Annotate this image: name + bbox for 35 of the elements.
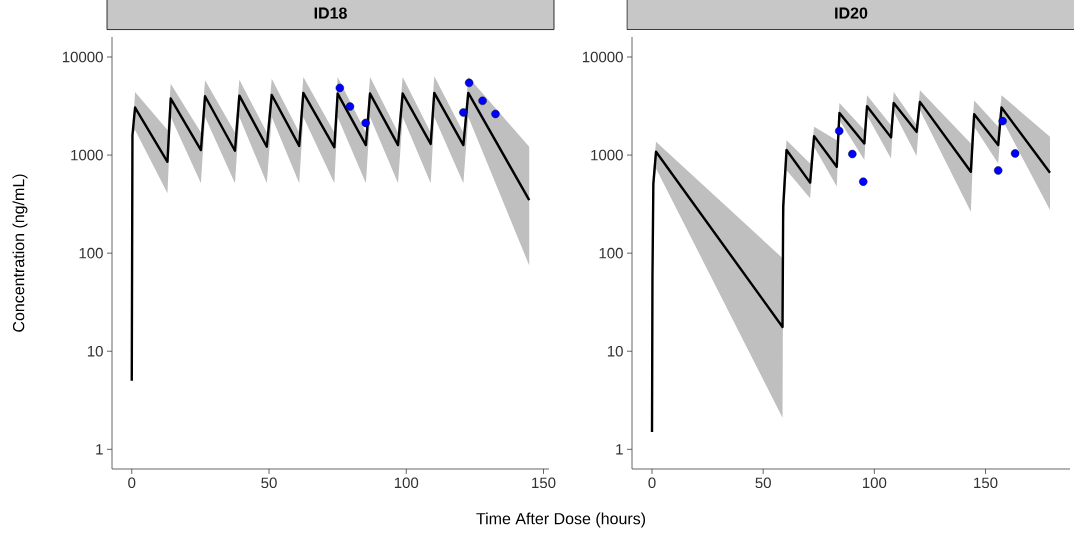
y-tick-label: 10 [87, 345, 103, 357]
y-tick-label: 1 [96, 444, 103, 455]
y-tick-label: 1000 [591, 149, 623, 161]
x-tick-label: 150 [974, 477, 998, 489]
point [459, 108, 468, 117]
point [835, 126, 844, 136]
y-tick-label: 100 [599, 247, 623, 259]
x-tick-label: 0 [648, 477, 656, 489]
x-tick-label: 150 [532, 477, 556, 489]
y-tick-label: 1 [616, 444, 623, 455]
y-tick-label: 1000 [71, 149, 103, 161]
chart-title: ID20 [835, 7, 868, 19]
point [859, 177, 868, 186]
point [335, 83, 345, 93]
point [361, 118, 370, 128]
x-axis-title: Time After Dose (hours) [476, 512, 646, 528]
point [491, 109, 500, 119]
x-tick-label: 50 [261, 477, 277, 489]
point [464, 78, 474, 88]
y-tick-label: 10 [607, 345, 623, 357]
point [345, 102, 355, 111]
chart-title: ID18 [314, 7, 347, 19]
y-tick-label: 10000 [62, 51, 103, 63]
x-tick-label: 100 [394, 477, 419, 489]
y-axis-title: Concentration (ng/mL) [12, 174, 28, 332]
point [478, 96, 487, 106]
point [998, 116, 1007, 126]
x-tick-label: 100 [862, 477, 887, 489]
y-tick-label: 10000 [582, 51, 623, 63]
x-tick-label: 0 [128, 477, 136, 489]
point [993, 166, 1003, 175]
x-tick-label: 50 [755, 477, 771, 489]
point [1010, 149, 1020, 158]
y-tick-label: 100 [79, 247, 103, 259]
point [848, 149, 857, 159]
